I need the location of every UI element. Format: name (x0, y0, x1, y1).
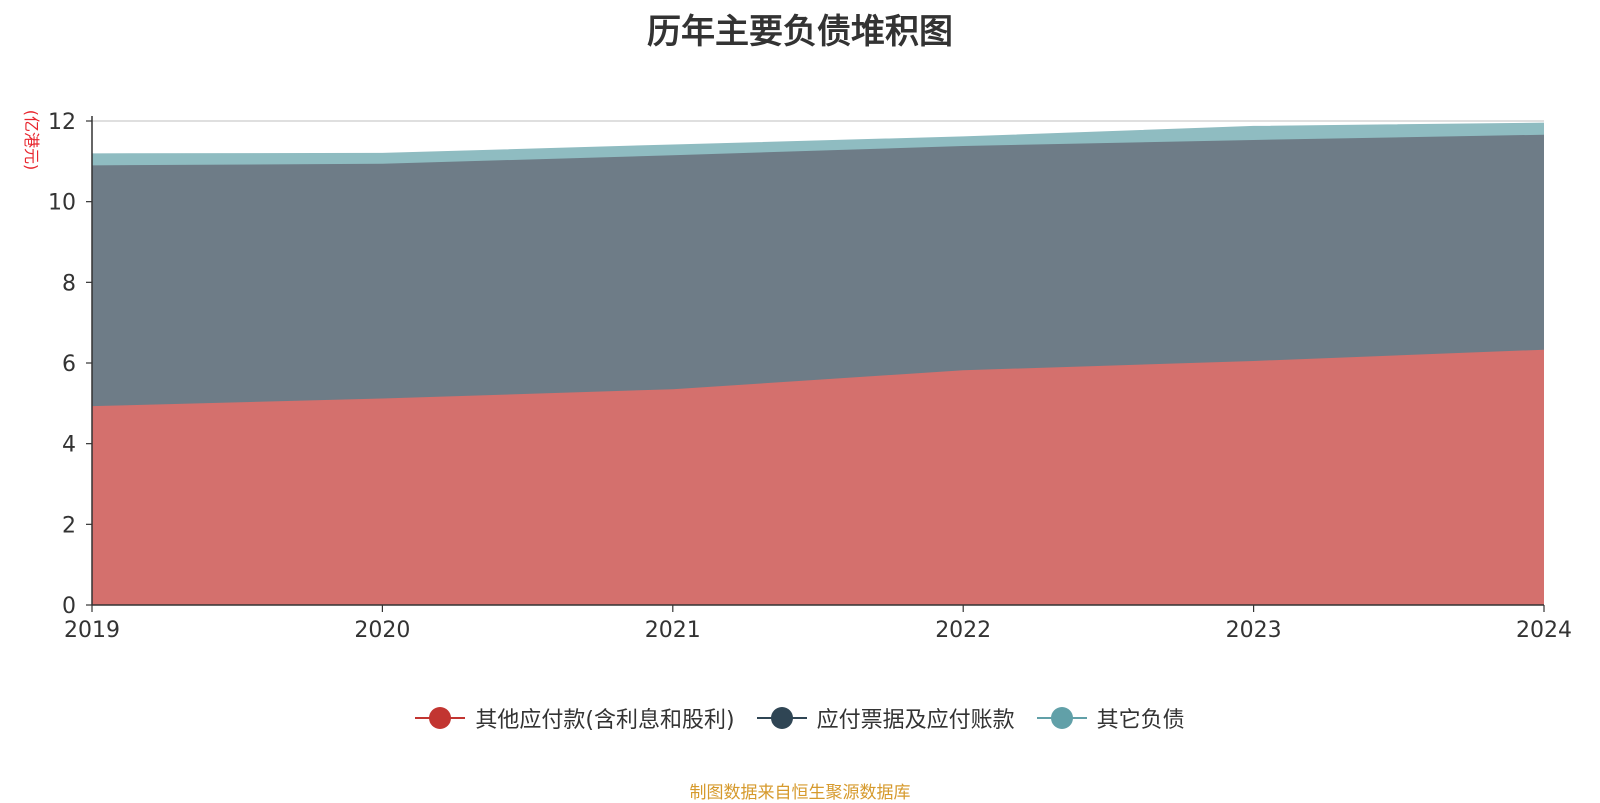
area-series-2 (92, 134, 1544, 407)
y-tick-label: 8 (62, 271, 76, 296)
area-series-1 (92, 349, 1544, 605)
x-tick-label: 2024 (1516, 618, 1572, 643)
chart-title: 历年主要负债堆积图 (647, 12, 953, 52)
area-series-3 (92, 123, 1544, 166)
legend-label: 其它负债 (1096, 708, 1185, 733)
data-source-note: 制图数据来自恒生聚源数据库 (689, 783, 911, 803)
axes (91, 116, 1544, 606)
x-tick-label: 2023 (1226, 618, 1282, 643)
legend-item-2[interactable]: 应付票据及应付账款 (756, 702, 1015, 734)
legend-item-3[interactable]: 其它负债 (1036, 702, 1185, 734)
legend-marker-dot (1050, 707, 1073, 729)
legend-item-1[interactable]: 其他应付款(含利息和股利) (415, 702, 735, 734)
x-tick-label: 2020 (354, 618, 410, 643)
legend-label: 应付票据及应付账款 (816, 708, 1015, 733)
legend-marker-dot (770, 707, 793, 729)
x-tick-label: 2022 (935, 618, 991, 643)
legend-marker-icon (756, 706, 807, 730)
x-tick-label: 2021 (645, 618, 701, 643)
y-tick-label: 10 (48, 191, 76, 216)
legend: 其他应付款(含利息和股利) 应付票据及应付账款 其它负债 (0, 702, 1600, 734)
y-tick-label: 6 (62, 352, 76, 377)
area-series (91, 122, 1545, 605)
legend-marker-dot (429, 707, 452, 729)
legend-marker-icon (415, 706, 466, 730)
y-tick-label: 12 (48, 110, 76, 135)
legend-label: 其他应付款(含利息和股利) (475, 708, 735, 733)
y-tick-label: 2 (62, 513, 76, 538)
legend-marker-icon (1036, 706, 1087, 730)
y-tick-label: 4 (62, 433, 76, 458)
y-tick-label: 0 (62, 594, 76, 619)
y-axis-unit-label: (亿港元) (22, 110, 41, 171)
x-tick-label: 2019 (64, 618, 120, 643)
series-line-3 (91, 122, 1545, 155)
tick-labels: 0 2 4 6 8 10 12 2019 2020 2021 2022 2023 2024 (48, 110, 1572, 643)
